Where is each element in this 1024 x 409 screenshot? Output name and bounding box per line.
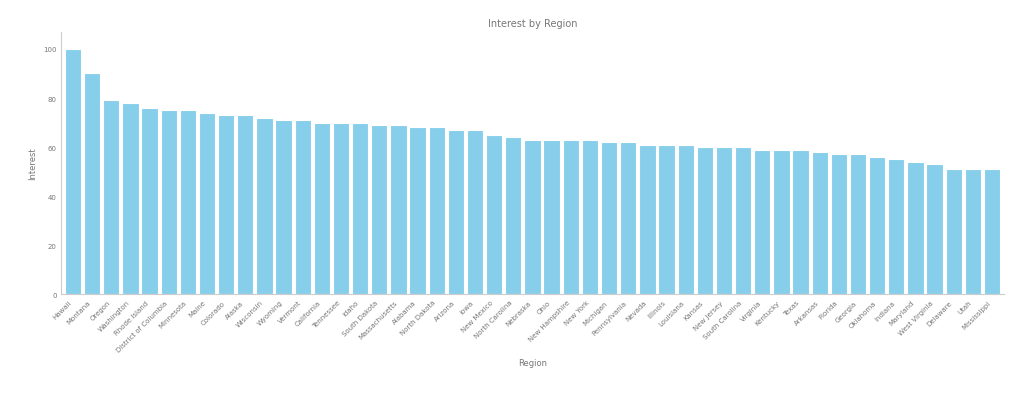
Bar [773, 150, 790, 294]
Bar [965, 170, 981, 294]
Bar [390, 126, 407, 294]
Bar [238, 116, 253, 294]
Bar [793, 150, 809, 294]
Bar [927, 165, 943, 294]
Bar [161, 111, 177, 294]
Bar [256, 118, 272, 294]
Bar [103, 101, 120, 294]
Bar [447, 130, 464, 294]
Bar [199, 113, 215, 294]
Bar [716, 148, 732, 294]
Bar [65, 50, 81, 294]
Bar [505, 138, 521, 294]
Bar [179, 111, 196, 294]
Bar [850, 155, 866, 294]
Bar [830, 155, 847, 294]
Bar [429, 128, 444, 294]
Bar [275, 121, 292, 294]
Title: Interest by Region: Interest by Region [487, 19, 578, 29]
Bar [544, 140, 560, 294]
Bar [984, 170, 1000, 294]
X-axis label: Region: Region [518, 358, 547, 367]
Bar [352, 123, 369, 294]
Bar [907, 162, 924, 294]
Bar [333, 123, 349, 294]
Bar [621, 143, 636, 294]
Bar [524, 140, 541, 294]
Bar [601, 143, 617, 294]
Bar [295, 121, 311, 294]
Bar [486, 135, 503, 294]
Bar [735, 148, 752, 294]
Y-axis label: Interest: Interest [29, 147, 38, 180]
Bar [696, 148, 713, 294]
Bar [122, 103, 138, 294]
Bar [945, 170, 962, 294]
Bar [410, 128, 426, 294]
Bar [658, 145, 675, 294]
Bar [888, 160, 904, 294]
Bar [218, 116, 234, 294]
Bar [562, 140, 579, 294]
Bar [869, 157, 886, 294]
Bar [141, 108, 158, 294]
Bar [313, 123, 330, 294]
Bar [467, 130, 483, 294]
Bar [678, 145, 694, 294]
Bar [84, 74, 100, 294]
Bar [754, 150, 770, 294]
Bar [639, 145, 655, 294]
Bar [812, 153, 827, 294]
Bar [371, 126, 387, 294]
Bar [582, 140, 598, 294]
